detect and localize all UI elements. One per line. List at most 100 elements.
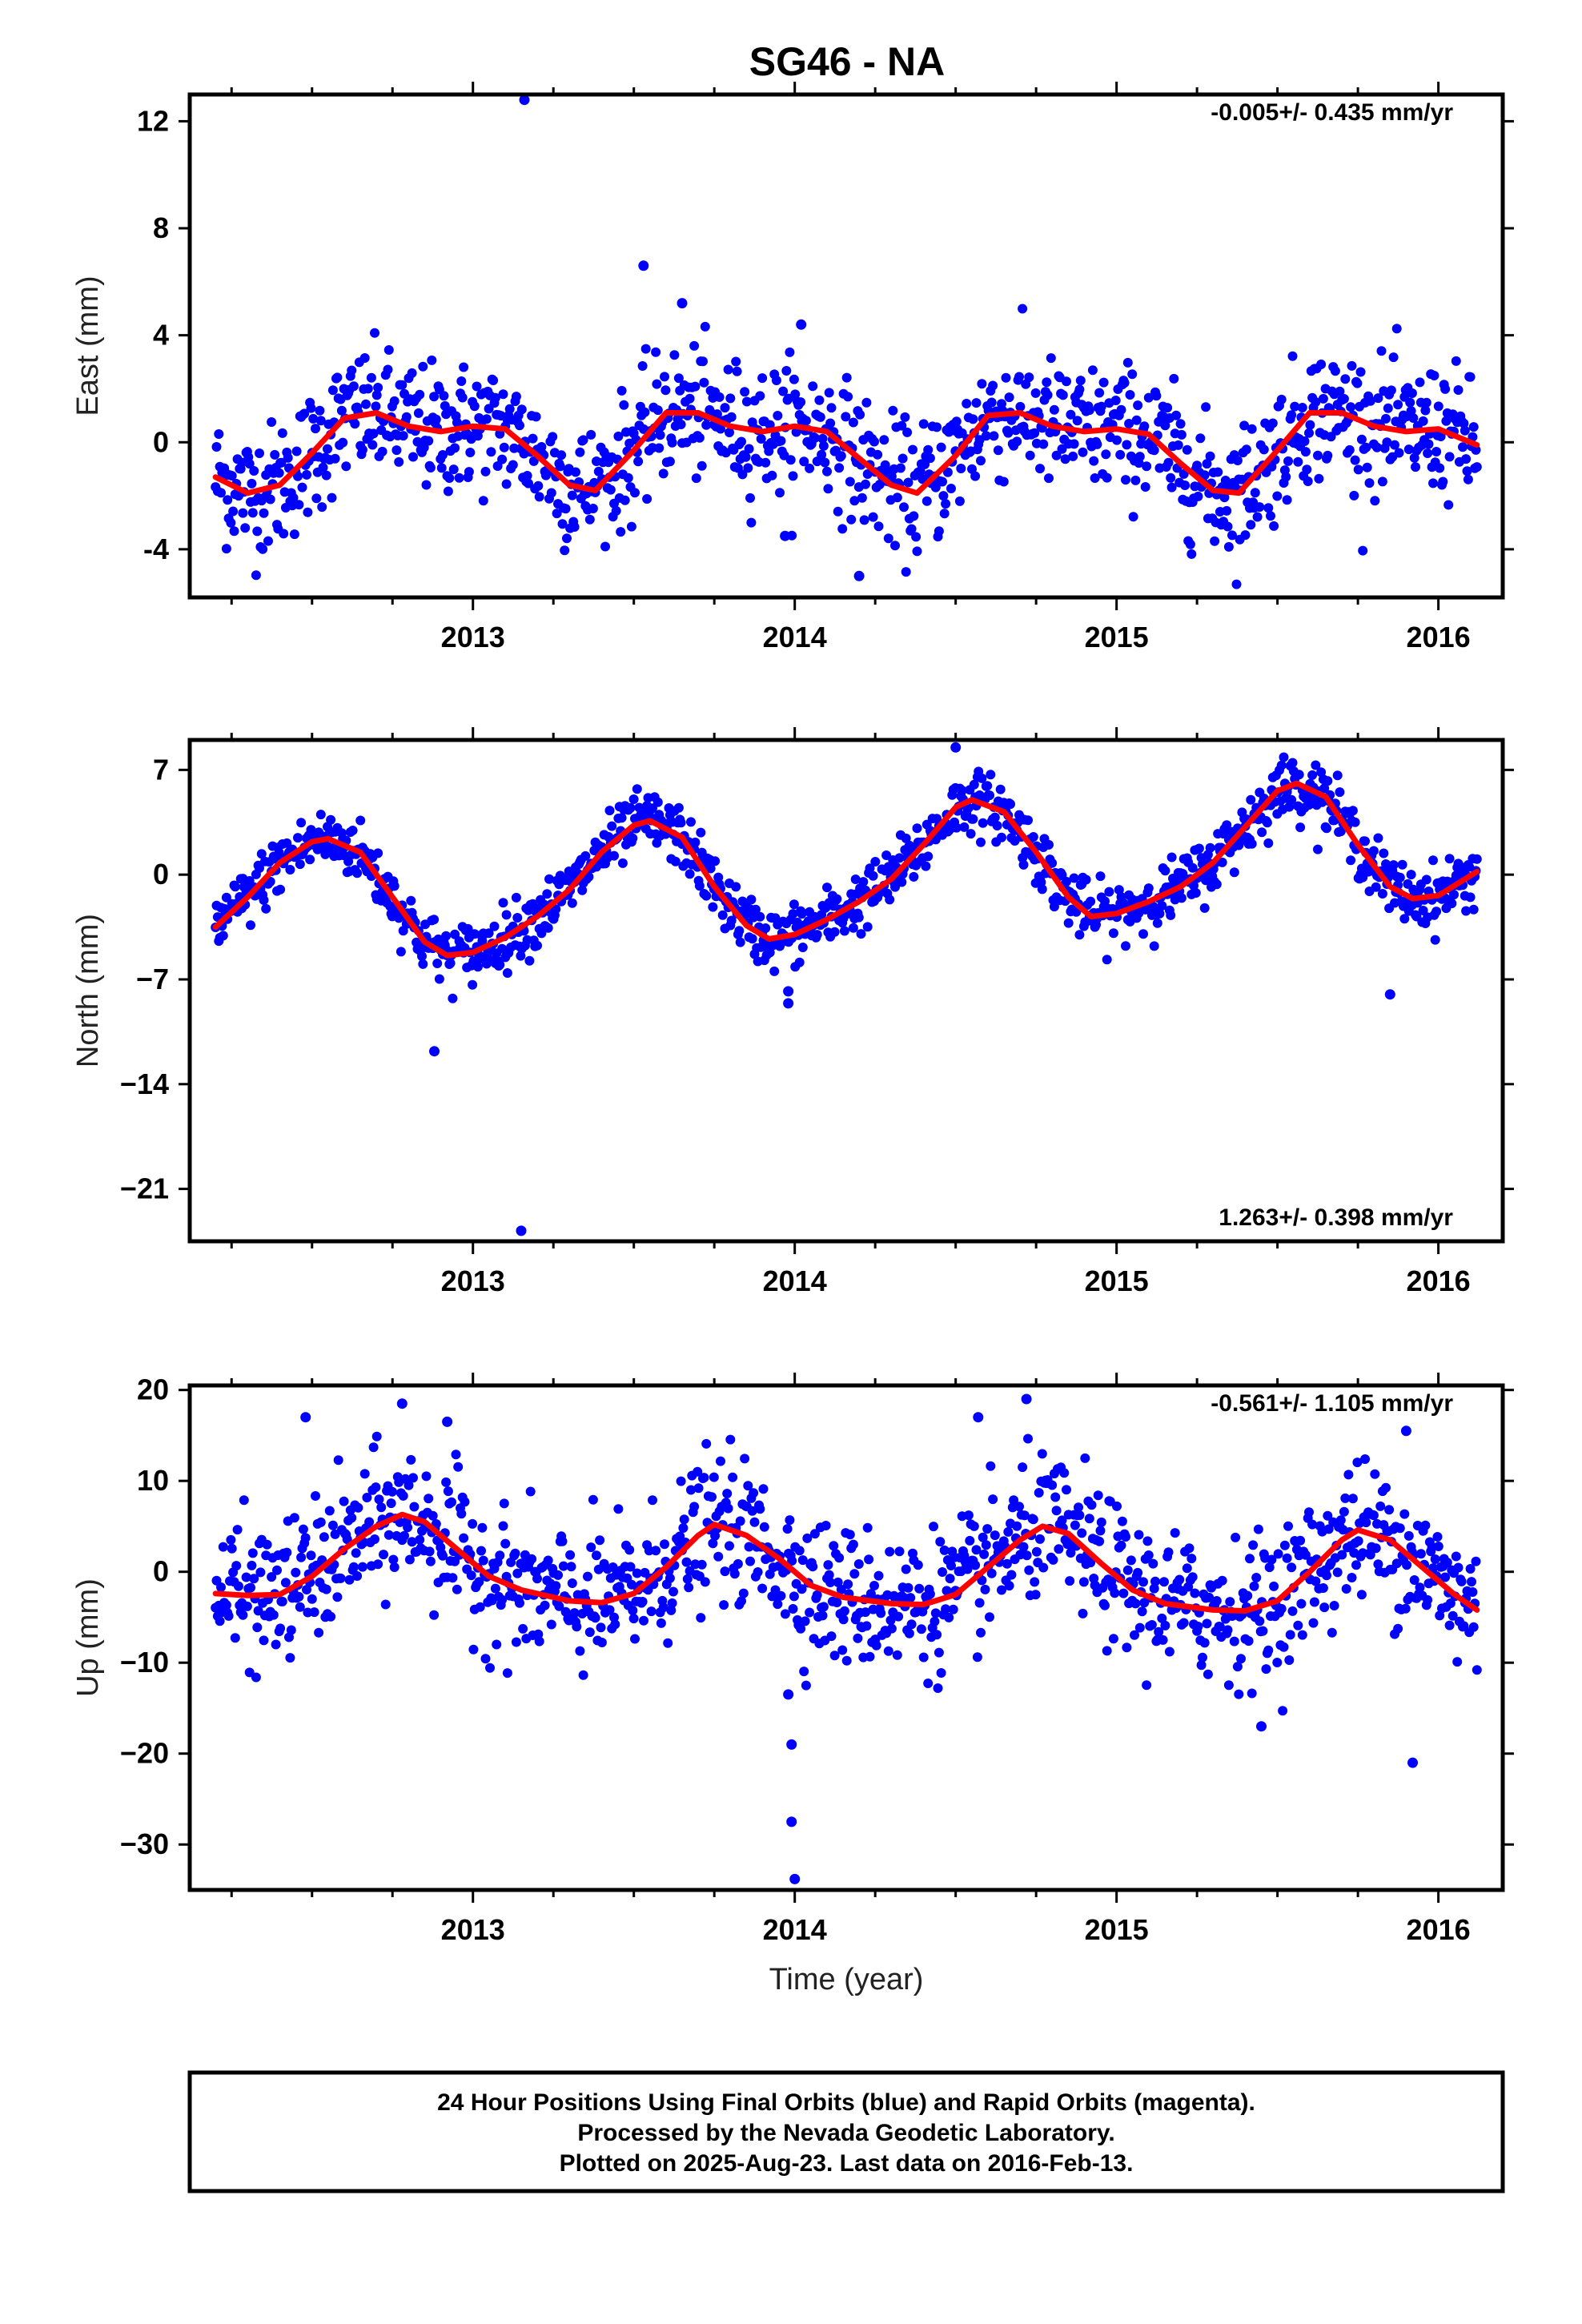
east-point [259, 508, 269, 518]
north-point [705, 863, 716, 874]
east-point [1388, 352, 1399, 363]
up-point [1149, 1583, 1159, 1594]
up-point [1028, 1514, 1038, 1525]
up-point [1137, 1606, 1147, 1617]
up-point [773, 1599, 783, 1610]
up-point [259, 1635, 269, 1646]
north-point [1319, 783, 1330, 794]
up-positions [211, 1393, 1482, 1884]
up-point [965, 1535, 975, 1546]
east-point [745, 493, 755, 503]
east-point [1030, 428, 1040, 438]
north-point [326, 814, 336, 825]
east-point [962, 399, 972, 408]
up-point [543, 1555, 553, 1566]
up-point [789, 1591, 799, 1602]
east-point [1347, 360, 1357, 371]
north-point [1176, 893, 1186, 903]
east-point [408, 452, 418, 462]
up-point [945, 1574, 955, 1584]
up-point [982, 1524, 993, 1534]
up-point [1471, 1556, 1481, 1566]
up-point [1080, 1453, 1090, 1463]
up-point [1047, 1480, 1058, 1490]
east-point [968, 414, 978, 424]
north-point [305, 854, 315, 865]
east-xtick-label: 2014 [763, 621, 827, 653]
north-point [1379, 848, 1389, 858]
up-point [1287, 1606, 1298, 1616]
east-point [808, 381, 818, 392]
footer-frame [187, 2070, 1505, 2193]
north-point [1428, 855, 1438, 866]
up-point [1198, 1652, 1207, 1663]
up-point [1031, 1546, 1042, 1557]
east-point [1210, 536, 1220, 546]
up-point [368, 1442, 379, 1453]
up-point [534, 1636, 544, 1647]
east-point [660, 372, 669, 382]
east-point [855, 409, 865, 420]
north-point [690, 837, 701, 847]
up-point [797, 1584, 807, 1594]
east-point [1175, 419, 1186, 429]
east-point [1373, 393, 1383, 404]
east-point [383, 364, 393, 375]
east-model-line [212, 410, 1480, 497]
north-outlier-point [783, 998, 794, 1009]
east-point [859, 515, 869, 525]
up-point [719, 1600, 729, 1610]
up-point [1368, 1510, 1379, 1521]
east-point [998, 476, 1009, 487]
up-point [1453, 1562, 1464, 1573]
up-point [1444, 1620, 1455, 1630]
up-point [1084, 1514, 1094, 1524]
east-point [464, 467, 474, 477]
east-point [279, 529, 289, 539]
up-point [669, 1586, 678, 1597]
up-point [1335, 1515, 1346, 1526]
east-point [367, 440, 378, 450]
north-point [1205, 842, 1215, 853]
up-point [725, 1541, 734, 1551]
up-point [1204, 1592, 1215, 1602]
east-point [569, 522, 580, 532]
east-point [1283, 456, 1293, 466]
east-point [277, 428, 287, 438]
up-point [632, 1568, 642, 1578]
north-point [1138, 929, 1148, 939]
east-point [698, 356, 708, 367]
north-point [512, 913, 523, 923]
east-point [1259, 444, 1269, 455]
up-point [1014, 1502, 1024, 1512]
east-point [332, 372, 343, 383]
up-point [1018, 1542, 1029, 1552]
up-point [1038, 1562, 1049, 1573]
up-point [604, 1605, 615, 1615]
up-point [1118, 1588, 1129, 1598]
up-point [1048, 1554, 1058, 1565]
footer-line-1: 24 Hour Positions Using Final Orbits (bl… [437, 2089, 1255, 2116]
up-point [348, 1562, 359, 1572]
up-point [709, 1472, 719, 1482]
up-point [829, 1541, 839, 1551]
north-point [1160, 866, 1170, 876]
east-point [805, 463, 815, 473]
east-point [1269, 521, 1279, 531]
north-point [1322, 823, 1331, 834]
up-point [1361, 1518, 1371, 1528]
east-outlier-point [853, 570, 865, 581]
up-point [298, 1524, 308, 1534]
north-point [717, 910, 728, 920]
east-point [1024, 372, 1034, 383]
east-point [515, 420, 524, 431]
up-point [284, 1632, 294, 1642]
up-point [268, 1610, 279, 1620]
north-point [484, 928, 494, 939]
up-point [808, 1562, 818, 1572]
north-point [230, 882, 240, 892]
up-point [1440, 1572, 1451, 1582]
up-point [460, 1497, 470, 1507]
up-point [914, 1583, 925, 1594]
up-point [1133, 1567, 1143, 1578]
